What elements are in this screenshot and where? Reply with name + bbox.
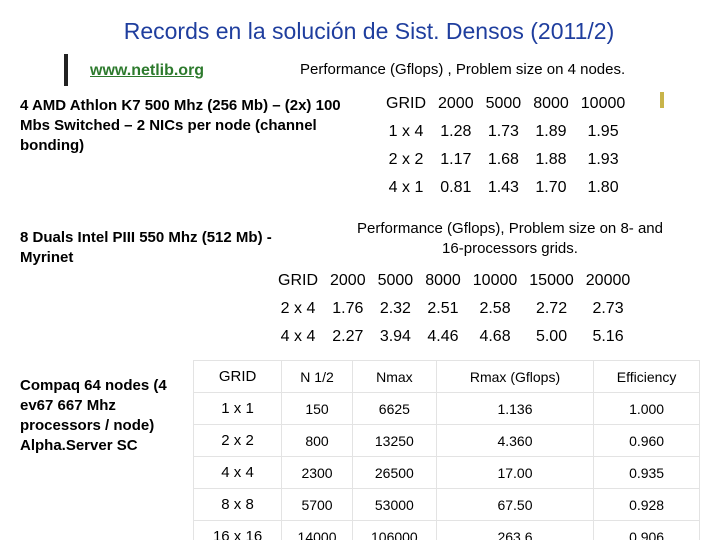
row: 16 x 16 14000 106000 263.6 0.906 xyxy=(192,520,700,540)
cell: Efficiency xyxy=(593,360,700,393)
cell: 2.58 xyxy=(479,300,511,317)
cell: 1.70 xyxy=(535,179,567,196)
cell: 2 x 2 xyxy=(192,424,283,457)
cell: N 1/2 xyxy=(281,360,353,393)
cell: 150 xyxy=(281,392,353,425)
decor-mark xyxy=(660,92,664,108)
cell: 1.76 xyxy=(332,300,364,317)
cell: 5700 xyxy=(281,488,353,521)
cell: 6625 xyxy=(351,392,437,425)
header-row: GRID 2000 5000 8000 10000 15000 20000 xyxy=(272,267,636,295)
cell: 1.95 xyxy=(587,123,619,140)
cell: 2000 xyxy=(330,272,366,289)
row: 2 x 2 1.17 1.68 1.88 1.93 xyxy=(380,146,631,174)
system-description: 8 Duals Intel PIII 550 Mhz (512 Mb) - My… xyxy=(20,229,272,266)
cell: 8000 xyxy=(533,95,569,112)
cell: 0.928 xyxy=(593,488,700,521)
cell: 1.80 xyxy=(587,179,619,196)
cell: 17.00 xyxy=(435,456,595,489)
cell: 2.32 xyxy=(379,300,411,317)
cell: 1.89 xyxy=(535,123,567,140)
cell: 1.43 xyxy=(487,179,519,196)
cell: 1.17 xyxy=(440,151,472,168)
cell: 14000 xyxy=(281,520,353,540)
row: 4 x 4 2300 26500 17.00 0.935 xyxy=(192,456,700,489)
row: 1 x 1 150 6625 1.136 1.000 xyxy=(192,392,700,425)
row: 4 x 4 2.27 3.94 4.46 4.68 5.00 5.16 xyxy=(272,323,636,351)
cell: 4.46 xyxy=(427,328,459,345)
cell: 3.94 xyxy=(379,328,411,345)
cell: 2 x 2 xyxy=(388,151,424,168)
cell: 0.960 xyxy=(593,424,700,457)
system-description: Compaq 64 nodes (4 ev67 667 Mhz processo… xyxy=(20,377,167,454)
row: 2 x 4 1.76 2.32 2.51 2.58 2.72 2.73 xyxy=(272,295,636,323)
system-description: 4 AMD Athlon K7 500 Mhz (256 Mb) – (2x) … xyxy=(20,97,341,154)
header-row: GRID N 1/2 Nmax Rmax (Gflops) Efficiency xyxy=(192,360,700,393)
cell: 10000 xyxy=(580,95,626,112)
cell: 15000 xyxy=(529,272,574,289)
cell: 1.93 xyxy=(587,151,619,168)
cell: Rmax (Gflops) xyxy=(435,360,595,393)
link[interactable]: www.netlib.org xyxy=(90,62,205,79)
cell: 1 x 4 xyxy=(388,123,424,140)
cell: 2 x 4 xyxy=(280,300,316,317)
cell: 5.00 xyxy=(535,328,568,345)
cell: 4 x 4 xyxy=(192,456,283,489)
cell: 1.73 xyxy=(487,123,519,140)
cell: 13250 xyxy=(351,424,437,457)
cell: 4.68 xyxy=(479,328,511,345)
cell: 2.72 xyxy=(535,300,568,317)
cell: 20000 xyxy=(585,272,631,289)
cell: 1 x 1 xyxy=(192,392,283,425)
cell: 4 x 4 xyxy=(280,328,316,345)
cell: 2000 xyxy=(438,95,474,112)
cell: 2300 xyxy=(281,456,353,489)
row: 4 x 1 0.81 1.43 1.70 1.80 xyxy=(380,174,631,202)
cell: 67.50 xyxy=(435,488,595,521)
cell: 106000 xyxy=(351,520,437,540)
cell: 26500 xyxy=(351,456,437,489)
cell: 8 x 8 xyxy=(192,488,283,521)
cell: 2.51 xyxy=(427,300,459,317)
title: Records en la solución de Sist. Densos (… xyxy=(123,18,615,44)
row: 1 x 4 1.28 1.73 1.89 1.95 xyxy=(380,118,631,146)
cell: 1.000 xyxy=(593,392,700,425)
cell: 5000 xyxy=(377,272,414,289)
cell: 5.16 xyxy=(592,328,624,345)
row: 8 x 8 5700 53000 67.50 0.928 xyxy=(192,488,700,521)
caption: Performance (Gflops), Problem size on 8-… xyxy=(357,220,663,257)
cell: GRID xyxy=(192,360,283,393)
cell: 2.73 xyxy=(592,300,624,317)
cell: 800 xyxy=(281,424,353,457)
table: GRID N 1/2 Nmax Rmax (Gflops) Efficiency 1 x … xyxy=(192,360,700,540)
cell: GRID xyxy=(386,95,426,112)
cell: 0.935 xyxy=(593,456,700,489)
header-row: GRID 2000 5000 8000 10000 xyxy=(380,90,631,118)
cell: 2.27 xyxy=(332,328,364,345)
cell: 0.906 xyxy=(593,520,700,540)
table: GRID 2000 5000 8000 10000 1 x 4 1.28 1.73 1.89 1.… xyxy=(380,90,631,202)
cell: Nmax xyxy=(351,360,437,393)
cell: 1.88 xyxy=(535,151,567,168)
cell: 1.28 xyxy=(440,123,472,140)
cell: 4.360 xyxy=(435,424,595,457)
cell: GRID xyxy=(278,272,318,289)
cell: 1.68 xyxy=(487,151,519,168)
row: 2 x 2 800 13250 4.360 0.960 xyxy=(192,424,700,457)
cell: 1.136 xyxy=(435,392,595,425)
table: GRID 2000 5000 8000 10000 15000 20000 2 x 4 1.76… xyxy=(272,267,636,351)
cell: 53000 xyxy=(351,488,437,521)
cell: 8000 xyxy=(425,272,461,289)
cell: 0.81 xyxy=(440,179,472,196)
cell: 5000 xyxy=(485,95,522,112)
cell: 4 x 1 xyxy=(388,179,424,196)
decor-bar xyxy=(64,54,68,86)
cell: 263.6 xyxy=(435,520,595,540)
cell: 10000 xyxy=(472,272,518,289)
caption: Performance (Gflops) , Problem size on 4… xyxy=(300,61,626,78)
cell: 16 x 16 xyxy=(192,520,283,540)
